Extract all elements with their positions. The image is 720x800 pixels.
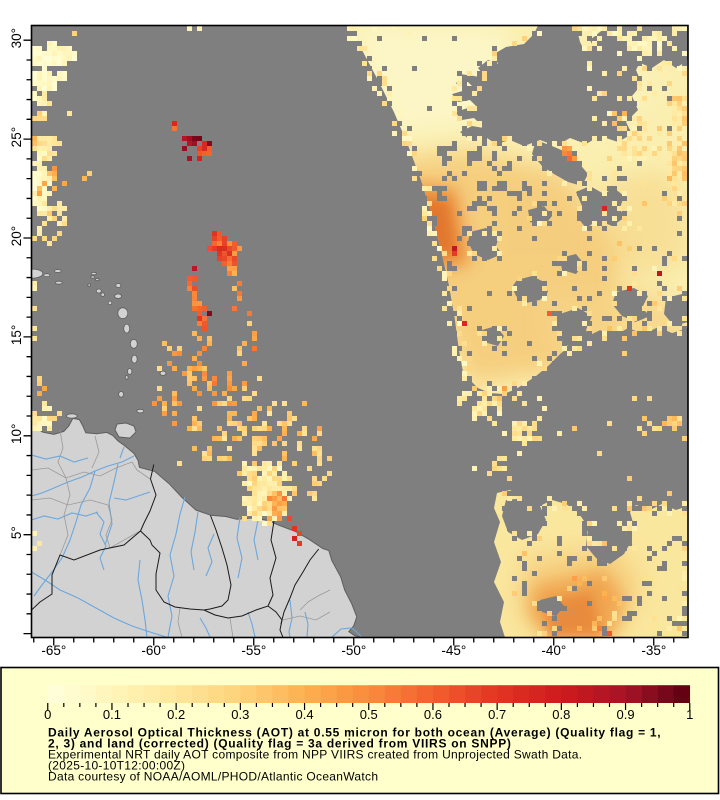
svg-text:-55°: -55° bbox=[241, 643, 266, 658]
svg-text:0.8: 0.8 bbox=[552, 707, 570, 722]
svg-text:-45°: -45° bbox=[441, 643, 466, 658]
svg-text:0.2: 0.2 bbox=[167, 707, 185, 722]
svg-text:0.3: 0.3 bbox=[231, 707, 249, 722]
svg-text:Experimental NRT daily AOT com: Experimental NRT daily AOT composite fro… bbox=[48, 748, 582, 762]
svg-text:-50°: -50° bbox=[341, 643, 366, 658]
svg-text:(2025-10-10T12:00:00Z): (2025-10-10T12:00:00Z) bbox=[48, 759, 185, 773]
svg-text:0.6: 0.6 bbox=[424, 707, 442, 722]
svg-text:0.4: 0.4 bbox=[296, 707, 314, 722]
svg-text:30°: 30° bbox=[9, 28, 24, 48]
svg-text:Data courtesy of NOAA/AOML/PHO: Data courtesy of NOAA/AOML/PHOD/Atlantic… bbox=[48, 770, 378, 784]
svg-text:1: 1 bbox=[686, 707, 693, 722]
svg-text:15°: 15° bbox=[9, 325, 24, 345]
svg-text:0.1: 0.1 bbox=[103, 707, 121, 722]
svg-text:5°: 5° bbox=[9, 526, 24, 539]
svg-text:25°: 25° bbox=[9, 127, 24, 147]
svg-text:Daily Aerosol Optical Thicknes: Daily Aerosol Optical Thickness (AOT) at… bbox=[48, 726, 661, 740]
svg-text:-40°: -40° bbox=[541, 643, 566, 658]
svg-text:0.9: 0.9 bbox=[617, 707, 635, 722]
svg-text:10°: 10° bbox=[9, 424, 24, 444]
svg-text:2, 3) and land (corrected) (Qu: 2, 3) and land (corrected) (Quality flag… bbox=[48, 737, 512, 751]
svg-text:-60°: -60° bbox=[141, 643, 166, 658]
svg-text:0.5: 0.5 bbox=[360, 707, 378, 722]
svg-text:20°: 20° bbox=[9, 226, 24, 246]
svg-text:-35°: -35° bbox=[641, 643, 666, 658]
svg-text:-65°: -65° bbox=[41, 643, 66, 658]
svg-text:0.7: 0.7 bbox=[488, 707, 506, 722]
svg-text:0: 0 bbox=[44, 707, 51, 722]
